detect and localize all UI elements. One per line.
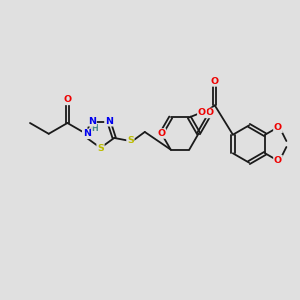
Text: O: O	[198, 108, 206, 117]
Text: O: O	[63, 95, 71, 104]
Text: N: N	[105, 117, 113, 126]
Text: O: O	[274, 123, 282, 132]
Text: O: O	[206, 109, 214, 118]
Text: S: S	[97, 144, 104, 153]
Text: O: O	[211, 77, 219, 86]
Text: H: H	[92, 124, 98, 133]
Text: S: S	[127, 136, 134, 145]
Text: O: O	[274, 156, 282, 165]
Text: N: N	[83, 129, 91, 138]
Text: O: O	[157, 129, 166, 138]
Text: N: N	[88, 117, 96, 126]
